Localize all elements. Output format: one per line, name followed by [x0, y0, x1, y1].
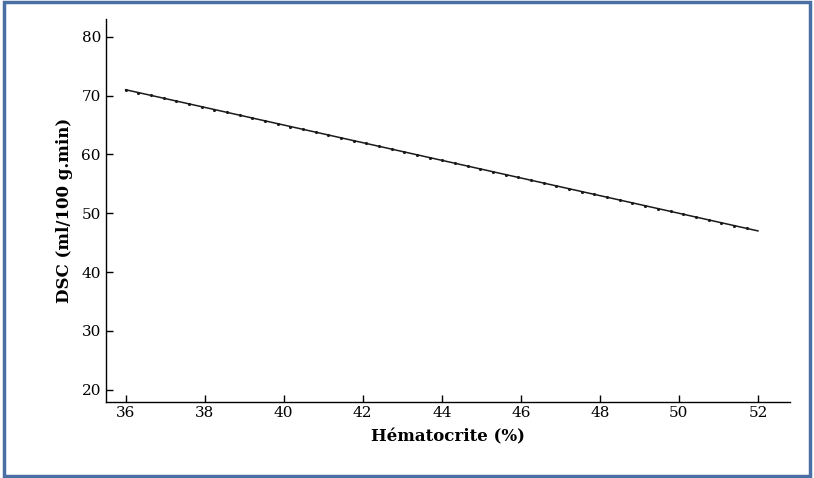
Y-axis label: DSC (ml/100 g.min): DSC (ml/100 g.min) [56, 118, 73, 303]
X-axis label: Hématocrite (%): Hématocrite (%) [370, 429, 525, 445]
